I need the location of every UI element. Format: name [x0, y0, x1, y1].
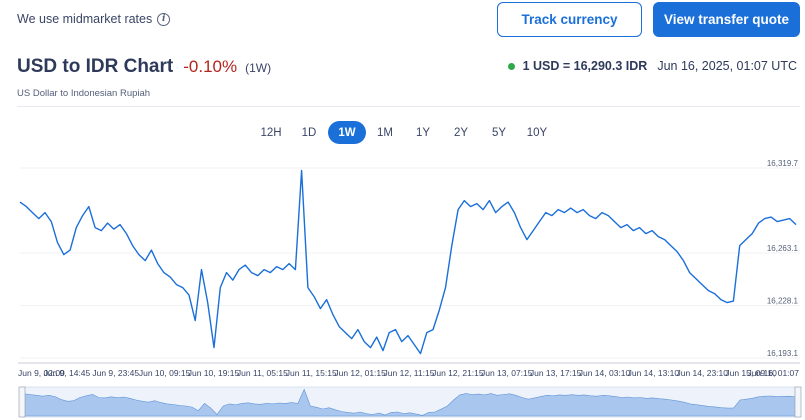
rate-change: -0.10% — [183, 57, 238, 76]
page-subtitle: US Dollar to Indonesian Rupiah — [17, 88, 151, 99]
x-tick-label: Jun 9, 14:45 — [43, 368, 90, 378]
tab-1d[interactable]: 1D — [301, 126, 317, 139]
tab-1w[interactable]: 1W — [328, 121, 366, 144]
x-tick-label: Jun 14, 23:10 — [676, 368, 728, 378]
tab-1y[interactable]: 1Y — [415, 126, 431, 139]
tab-2y[interactable]: 2Y — [453, 126, 469, 139]
tab-1m[interactable]: 1M — [377, 126, 393, 139]
x-tick-label: Jun 14, 03:10 — [579, 368, 631, 378]
midmarket-note-text: We use midmarket rates — [17, 12, 153, 26]
track-currency-button[interactable]: Track currency — [497, 2, 642, 37]
tab-10y[interactable]: 10Y — [526, 126, 548, 139]
divider — [17, 106, 800, 107]
info-icon[interactable]: i — [157, 12, 171, 26]
x-tick-label: Jun 12, 21:15 — [432, 368, 484, 378]
x-tick-label: Jun 13, 07:15 — [481, 368, 533, 378]
x-tick-label: Jun 14, 13:10 — [628, 368, 680, 378]
x-tick-label: Jun 10, 19:15 — [188, 368, 240, 378]
x-tick-label: Jun 9, 23:45 — [92, 368, 139, 378]
x-tick-label: Jun 11, 15:15 — [286, 368, 337, 378]
y-tick-label: 16,263.1 — [767, 244, 799, 253]
page-title: USD to IDR Chart — [17, 56, 174, 77]
rate-chart[interactable]: 16,319.7 16,263.1 16,228.1 16,193.1 Jun 9, … — [0, 150, 805, 420]
x-tick-label: Jun 12, 01:15 — [334, 368, 386, 378]
x-tick-label: Jun 10, 09:15 — [139, 368, 191, 378]
x-tick-label: Jun 15, 09:10 — [725, 368, 777, 378]
y-tick-label: 16,193.1 — [767, 349, 799, 358]
navigator-right-handle[interactable] — [794, 386, 802, 418]
y-tick-label: 16,228.1 — [767, 296, 799, 305]
view-transfer-quote-button[interactable]: View transfer quote — [653, 2, 800, 37]
rate-timestamp: Jun 16, 2025, 01:07 UTC — [657, 59, 797, 73]
navigator-area — [23, 388, 797, 417]
midmarket-note: We use midmarket rates i — [17, 12, 171, 26]
tab-5y[interactable]: 5Y — [491, 126, 507, 139]
x-tick-label: Jun 12, 11:15 — [384, 368, 435, 378]
rate-line — [19, 169, 797, 355]
navigator-left-handle[interactable] — [18, 386, 26, 418]
live-status-dot-icon — [507, 62, 515, 70]
range-navigator[interactable] — [18, 386, 802, 418]
x-tick-label: Jun 11, 05:15 — [237, 368, 288, 378]
chart-title-row: USD to IDR Chart -0.10% (1W) — [17, 56, 271, 78]
x-tick-label: Jun 13, 17:15 — [530, 368, 582, 378]
time-range-tabs: 12H 1D 1W 1M 1Y 2Y 5Y 10Y — [252, 121, 556, 144]
x-tick-label: Jun 9, 02:00 — [18, 368, 65, 378]
current-rate-value: 1 USD = 16,290.3 IDR — [522, 59, 648, 73]
rate-change-period: (1W) — [245, 61, 272, 75]
y-tick-label: 16,319.7 — [767, 159, 799, 168]
current-rate: 1 USD = 16,290.3 IDR Jun 16, 2025, 01:07… — [507, 59, 797, 73]
tab-12h[interactable]: 12H — [260, 126, 282, 139]
top-bar: We use midmarket rates i Track currency … — [0, 0, 805, 38]
x-tick-label: Jun 16, 01:07 — [747, 368, 799, 378]
